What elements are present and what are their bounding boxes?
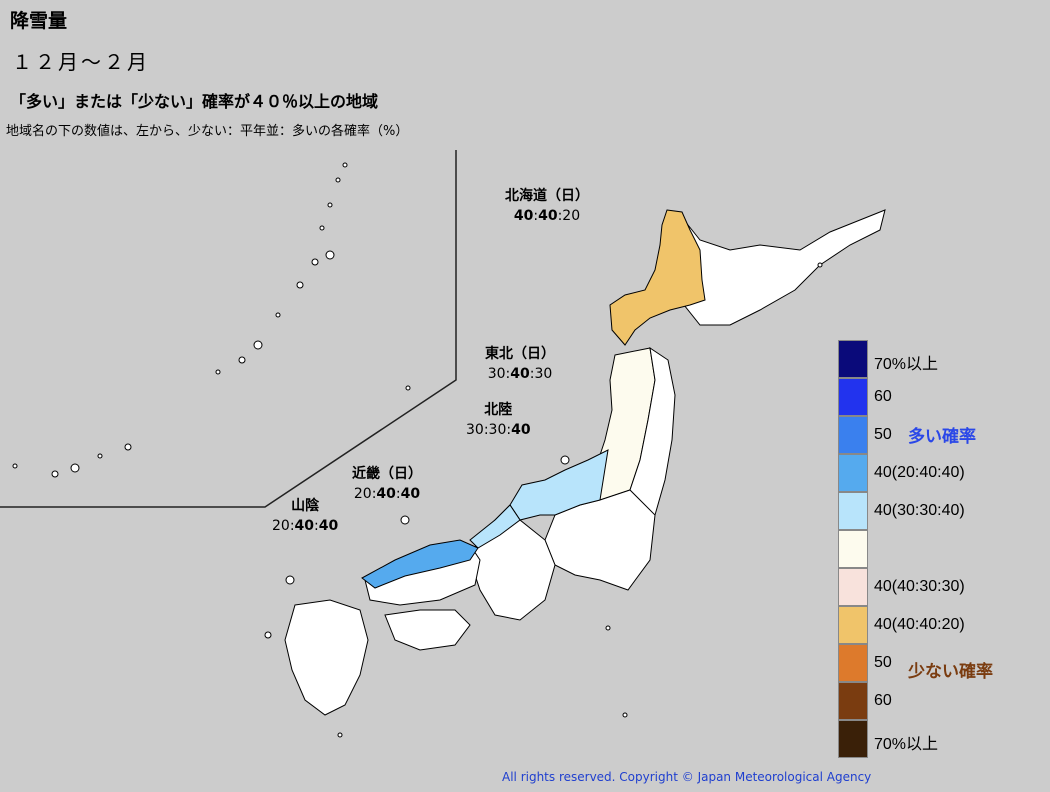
legend-swatch	[838, 416, 868, 454]
legend-label: 50	[874, 426, 892, 443]
legend-swatch	[838, 340, 868, 378]
legend-swatch	[838, 530, 868, 568]
map-note: 地域名の下の数値は、左から、少ない：平年並：多いの各確率（%）	[6, 124, 409, 139]
map-title: 降雪量	[10, 10, 68, 32]
small-islands	[264, 262, 823, 738]
legend-swatch	[838, 606, 868, 644]
legend-swatch	[838, 682, 868, 720]
legend-label: 70%以上	[874, 356, 939, 373]
hokkaido-east	[664, 209, 886, 326]
legend-label: 40(20:40:40)	[874, 464, 965, 481]
legend-label: 50	[874, 654, 892, 671]
legend-label: 40(30:30:40)	[874, 502, 965, 519]
legend-swatch	[838, 454, 868, 492]
legend-label: 40(40:30:30)	[874, 578, 965, 595]
region-label-hokuriku: 北陸 30:30:40	[466, 402, 531, 438]
legend-swatch	[838, 644, 868, 682]
copyright-text: All rights reserved. Copyright © Japan M…	[502, 770, 872, 784]
map-subtitle: 「多い」または「少ない」確率が４０％以上の地域	[10, 92, 379, 111]
region-label-sanin: 山陰 20:40:40	[272, 498, 339, 534]
legend-many-label: 多い確率	[908, 427, 976, 447]
hokkaido-west	[609, 209, 706, 346]
sanin	[361, 539, 479, 589]
legend-swatch	[838, 720, 868, 758]
period-label: １２月〜２月	[12, 50, 150, 74]
region-label-kinki: 近畿（日） 20:40:40	[352, 466, 422, 502]
shikoku	[384, 609, 471, 651]
legend-label: 60	[874, 388, 892, 405]
legend-few-label: 少ない確率	[908, 662, 993, 682]
legend-swatch	[838, 492, 868, 530]
region-label-hokkaido: 北海道（日） 40:40:20	[505, 188, 589, 224]
region-label-tohoku: 東北（日） 30:40:30	[485, 346, 555, 382]
legend-swatch	[838, 378, 868, 416]
legend-label: 60	[874, 692, 892, 709]
legend-swatch	[838, 568, 868, 606]
legend-label: 70%以上	[874, 736, 939, 753]
kyushu	[284, 599, 369, 716]
inset-divider	[0, 150, 457, 508]
okinawa-islands	[12, 162, 411, 478]
legend-label: 40(40:40:20)	[874, 616, 965, 633]
